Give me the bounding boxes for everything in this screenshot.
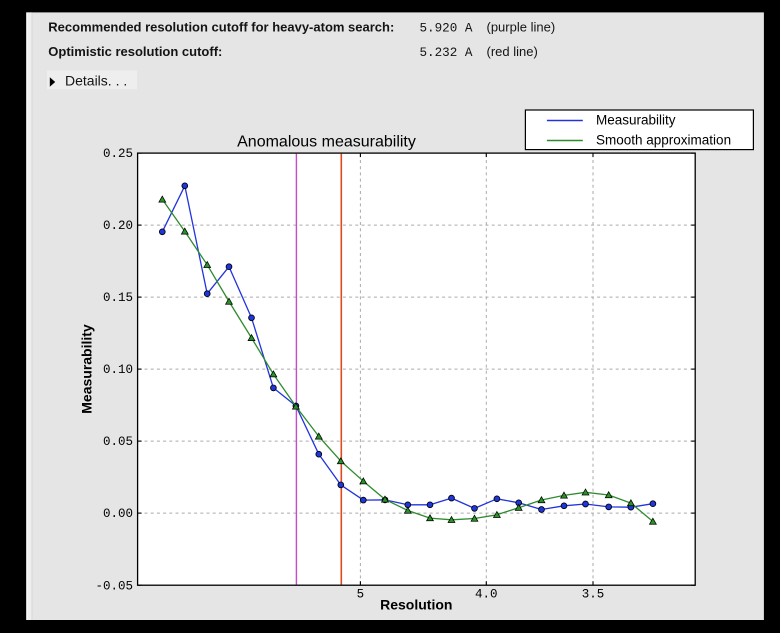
svg-text:Anomalous measurability: Anomalous measurability <box>237 134 416 151</box>
svg-text:0.00: 0.00 <box>103 507 133 521</box>
svg-text:Smooth approximation: Smooth approximation <box>596 133 731 148</box>
svg-text:Optimistic resolution cutoff:: Optimistic resolution cutoff: <box>48 44 222 59</box>
svg-text:Recommended resolution cutoff: Recommended resolution cutoff for heavy-… <box>48 20 394 35</box>
svg-text:5.232 A: 5.232 A <box>420 46 473 60</box>
svg-text:(purple line): (purple line) <box>487 20 556 35</box>
svg-text:4.0: 4.0 <box>475 587 498 601</box>
svg-text:Measurability: Measurability <box>78 324 94 414</box>
svg-text:5: 5 <box>357 587 365 601</box>
svg-text:Measurability: Measurability <box>596 113 676 128</box>
svg-text:5.920 A: 5.920 A <box>420 22 473 36</box>
svg-text:(red line): (red line) <box>487 44 538 59</box>
svg-text:Resolution: Resolution <box>380 596 452 612</box>
svg-text:0.15: 0.15 <box>103 291 133 305</box>
svg-text:0.20: 0.20 <box>103 219 133 233</box>
svg-text:Details. . .: Details. . . <box>65 73 127 89</box>
svg-text:0.10: 0.10 <box>103 363 133 377</box>
svg-text:0.25: 0.25 <box>103 147 133 161</box>
svg-text:0.05: 0.05 <box>103 435 133 449</box>
svg-text:3.5: 3.5 <box>582 587 605 601</box>
svg-text:-0.05: -0.05 <box>95 579 133 593</box>
